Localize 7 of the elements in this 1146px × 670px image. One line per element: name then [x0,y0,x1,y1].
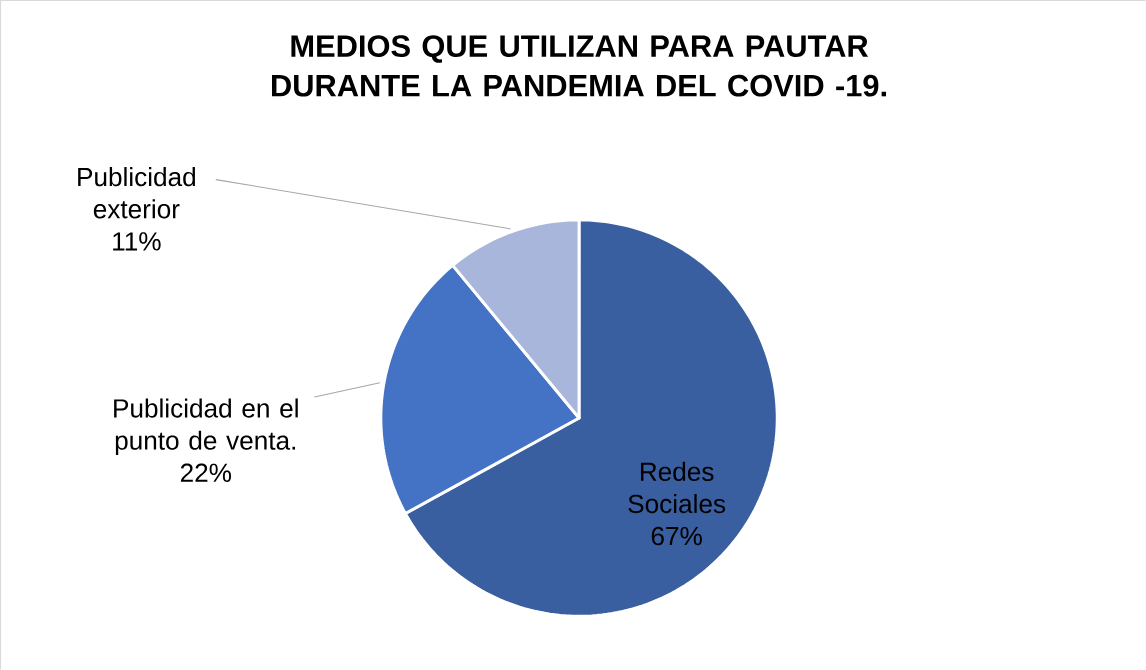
data-label: 67% [651,526,702,546]
slice-label: Publicidad en el punto de venta. [114,398,298,455]
slice-label: Redes Sociales [628,461,726,514]
slice-label: Publicidad exterior [78,166,195,219]
chart-title: MEDIOS QUE UTILIZAN PARA PAUTAR DURANTE LA PANDEMIA DEL COVID -19. [271,35,886,97]
data-label: 11% [113,232,161,251]
data-label: 22% [180,463,232,482]
